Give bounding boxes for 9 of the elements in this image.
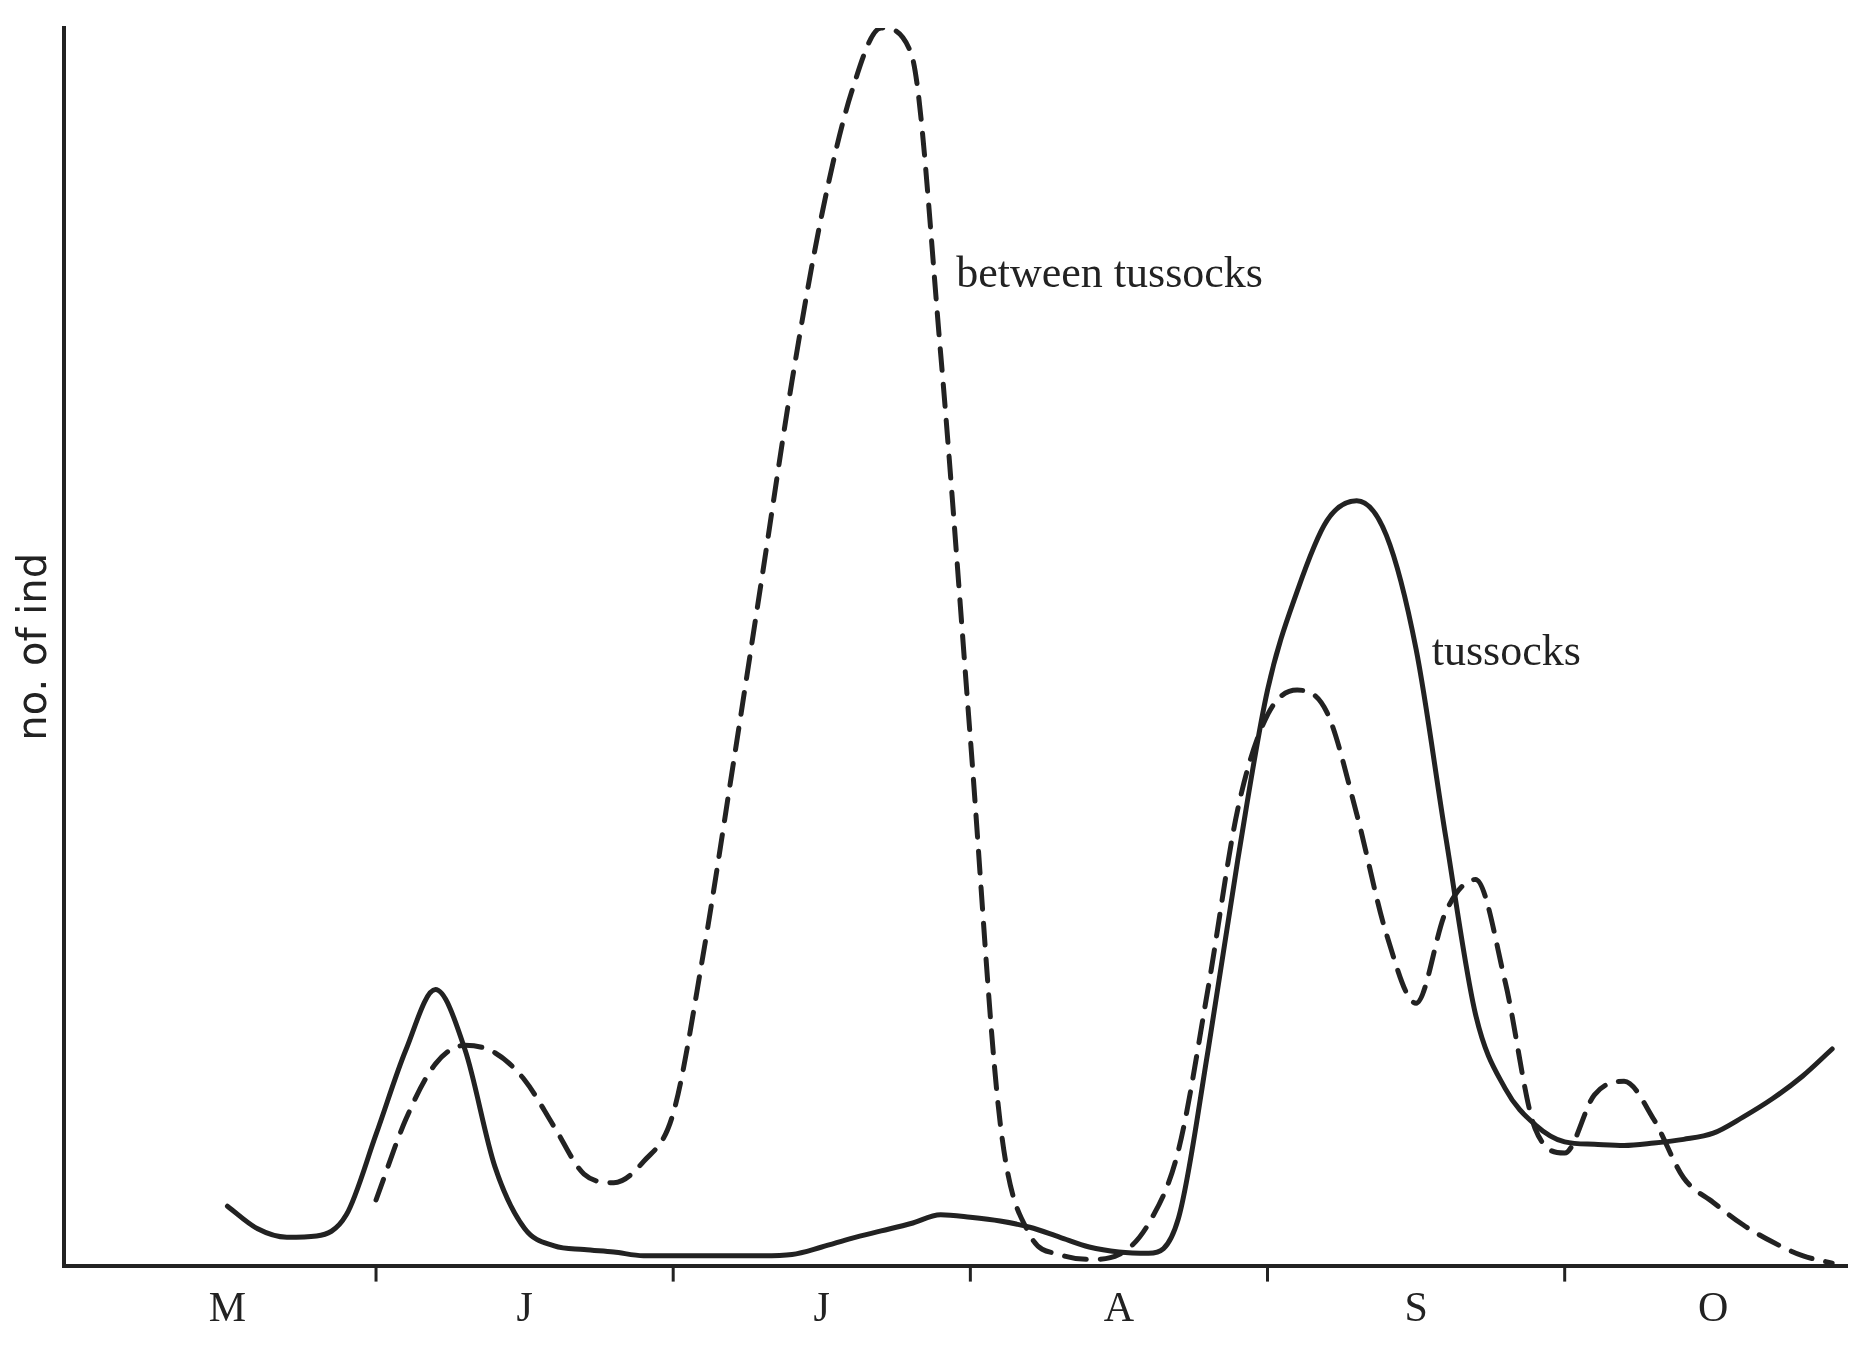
series-label: tussocks <box>1431 626 1581 676</box>
y-axis-title: no. of ind <box>9 552 56 741</box>
x-tick-label: A <box>1103 1283 1135 1330</box>
x-tick-label: M <box>208 1283 247 1330</box>
x-tick-label: J <box>813 1283 830 1330</box>
series-label: between tussocks <box>956 248 1263 298</box>
x-tick-label: J <box>516 1283 533 1330</box>
x-tick-label: S <box>1404 1283 1428 1330</box>
x-tick-label: O <box>1698 1283 1729 1330</box>
